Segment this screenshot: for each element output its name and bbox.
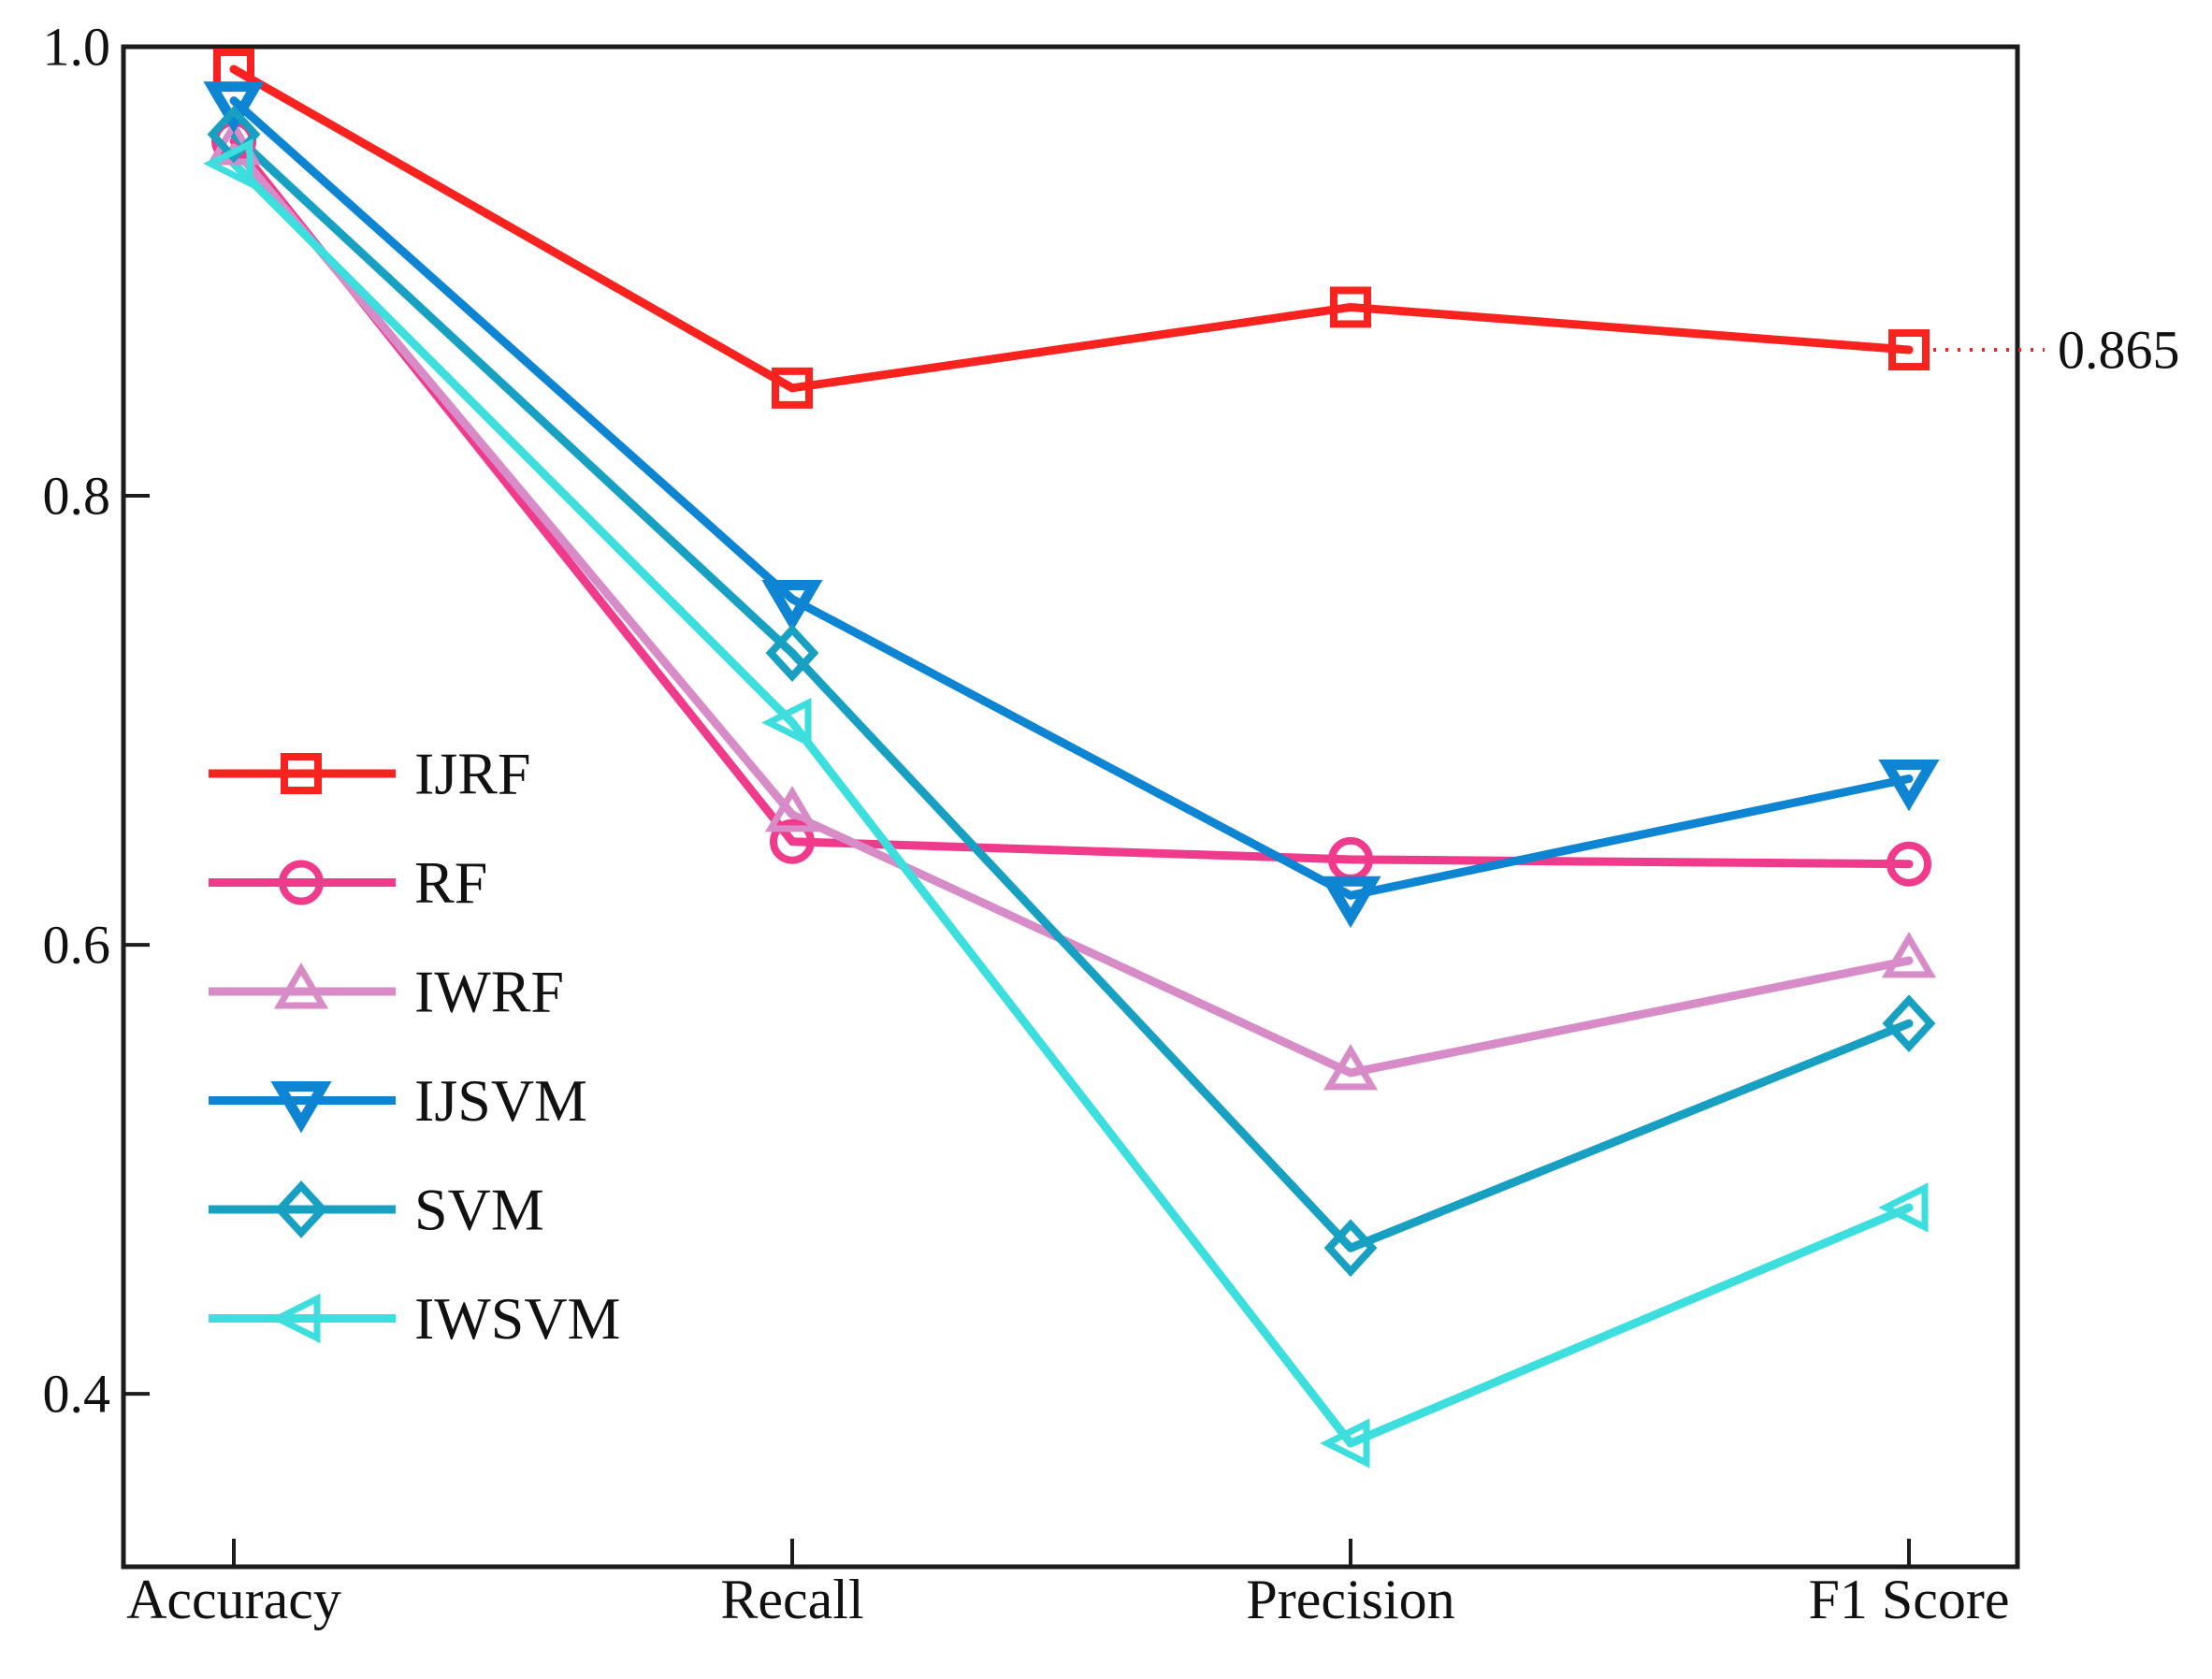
y-tick-label: 0.8 bbox=[43, 466, 111, 527]
triangle-up-marker-iwrf bbox=[764, 786, 820, 832]
legend-square-marker bbox=[281, 753, 322, 794]
circle-marker-rf bbox=[1887, 841, 1931, 887]
diamond-marker-svm bbox=[765, 624, 819, 682]
square-marker-ijrf bbox=[772, 367, 813, 409]
series-line-rf bbox=[229, 137, 1914, 869]
legend-circle-marker bbox=[279, 860, 324, 905]
legend-triangle-left-marker bbox=[270, 1293, 321, 1344]
diamond-marker-svm bbox=[207, 105, 261, 164]
triangle-left-marker-iwsvm bbox=[203, 138, 253, 189]
annotation-label: 0.865 bbox=[2058, 320, 2180, 381]
triangle-up-marker-iwrf bbox=[1323, 1044, 1379, 1091]
x-axis-label: Accuracy bbox=[126, 1569, 341, 1630]
legend-label: IJRF bbox=[414, 741, 531, 807]
legend-item-rf: RF bbox=[209, 849, 487, 916]
circle-marker-rf bbox=[770, 818, 815, 864]
series-line-iwsvm bbox=[229, 159, 1914, 1448]
diamond-marker-svm bbox=[1882, 994, 1936, 1053]
series-line-ijrf bbox=[229, 65, 1914, 393]
x-axis-label: Precision bbox=[1246, 1569, 1454, 1630]
triangle-down-marker-ijsvm bbox=[1320, 876, 1381, 929]
legend-item-svm: SVM bbox=[209, 1177, 544, 1243]
legend-item-ijrf: IJRF bbox=[209, 741, 531, 807]
series-line-ijsvm bbox=[229, 96, 1914, 900]
triangle-left-marker-iwsvm bbox=[761, 697, 812, 748]
triangle-up-marker-iwrf bbox=[1881, 932, 1937, 978]
x-axis-label: Recall bbox=[720, 1569, 863, 1630]
y-tick-label: 0.6 bbox=[43, 915, 111, 976]
x-axis-label: F1 Score bbox=[1809, 1569, 2010, 1630]
y-tick-label: 0.4 bbox=[43, 1364, 111, 1425]
square-marker-ijrf bbox=[1330, 286, 1371, 328]
legend-diamond-marker bbox=[274, 1180, 328, 1238]
diamond-marker-svm bbox=[1323, 1219, 1378, 1278]
legend-label: IWSVM bbox=[414, 1285, 620, 1352]
square-marker-ijrf bbox=[1888, 329, 1930, 371]
triangle-left-marker-iwsvm bbox=[1878, 1182, 1929, 1233]
legend-item-iwsvm: IWSVM bbox=[209, 1285, 620, 1352]
legend-triangle-up-marker bbox=[273, 963, 329, 1009]
triangle-down-marker-ijsvm bbox=[1878, 759, 1940, 812]
legend-label: IWRF bbox=[414, 959, 564, 1025]
legend-label: RF bbox=[414, 849, 487, 916]
legend-item-ijsvm: IJSVM bbox=[209, 1067, 587, 1134]
legend-label: SVM bbox=[414, 1177, 544, 1243]
legend-label: IJSVM bbox=[414, 1067, 587, 1134]
triangle-left-marker-iwsvm bbox=[1320, 1418, 1370, 1469]
series-line-svm bbox=[229, 130, 1914, 1252]
plot-frame bbox=[121, 44, 2020, 1570]
legend-item-iwrf: IWRF bbox=[209, 959, 564, 1025]
triangle-down-marker-ijsvm bbox=[203, 81, 265, 134]
series-line-iwrf bbox=[229, 143, 1914, 1078]
y-tick-label: 1.0 bbox=[43, 17, 111, 78]
legend-triangle-down-marker bbox=[270, 1081, 332, 1134]
triangle-down-marker-ijsvm bbox=[761, 579, 823, 632]
